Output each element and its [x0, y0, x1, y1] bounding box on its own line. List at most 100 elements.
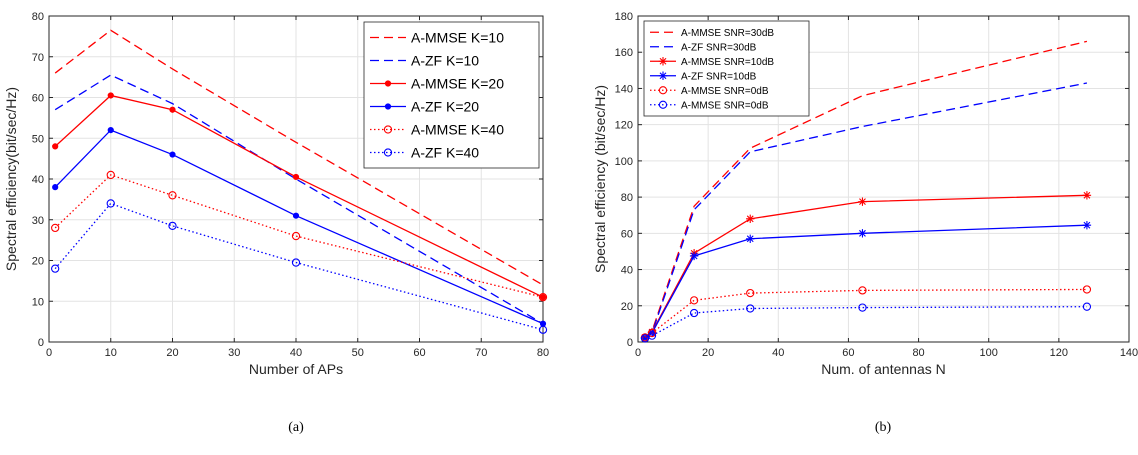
- x-tick-label: 40: [290, 347, 302, 359]
- y-tick-label: 70: [32, 52, 44, 64]
- legend-marker: [383, 148, 393, 157]
- series-5: [51, 170, 548, 302]
- x-tick-label: 60: [413, 347, 425, 359]
- y-tick-label: 60: [621, 228, 633, 240]
- legend-label: A-MMSE SNR=0dB: [681, 86, 769, 97]
- data-point: [858, 229, 867, 238]
- data-point: [52, 143, 59, 150]
- data-point: [292, 173, 300, 181]
- data-point: [539, 320, 547, 327]
- data-point: [1082, 191, 1092, 200]
- data-point: [858, 303, 867, 312]
- chart-a: 0 10 20 30 40 50 60 70 80 0 10 20 30 40 50 60 70 80 Number…: [3, 11, 549, 435]
- data-point: [640, 334, 650, 343]
- data-point: [538, 325, 548, 334]
- legend-marker: [384, 80, 392, 87]
- legend-marker: [658, 57, 668, 66]
- data-point: [51, 223, 60, 233]
- legend-label: A-ZF SNR=30dB: [681, 42, 757, 53]
- x-tick-label: 80: [912, 347, 924, 359]
- legend-label: A-MMSE K=10: [411, 30, 504, 46]
- y-tick-label: 40: [32, 174, 44, 186]
- series-6: [640, 302, 1092, 343]
- series-3: [52, 92, 547, 301]
- data-point: [858, 197, 867, 206]
- y-tick-label: 60: [32, 93, 44, 105]
- y-tick-label: 80: [621, 192, 633, 204]
- x-tick-label: 60: [842, 347, 854, 359]
- y-tick-label: 40: [621, 265, 633, 277]
- data-point: [51, 264, 60, 273]
- data-point: [168, 191, 177, 200]
- figure-caption: (a): [288, 420, 304, 435]
- x-tick-label: 20: [166, 347, 178, 359]
- y-tick-label: 50: [32, 133, 44, 145]
- y-tick-label: 10: [32, 296, 44, 308]
- data-point: [169, 106, 176, 113]
- x-tick-label: 0: [635, 347, 641, 359]
- series-6: [51, 199, 548, 334]
- data-point: [291, 258, 301, 267]
- legend-label: A-MMSE SNR=0dB: [681, 100, 769, 111]
- data-point: [647, 331, 657, 340]
- series-4: [640, 220, 1092, 343]
- data-point: [858, 286, 867, 295]
- series-line: [54, 202, 544, 331]
- x-axis-label: Num. of antennas N: [821, 361, 946, 377]
- data-point: [1082, 220, 1092, 230]
- data-point: [107, 127, 114, 134]
- figure-caption: (b): [875, 420, 892, 435]
- y-tick-label: 100: [615, 156, 633, 168]
- legend-label: A-ZF K=20: [411, 99, 479, 115]
- legend-label: A-ZF K=10: [411, 53, 479, 69]
- y-tick-label: 160: [615, 47, 633, 59]
- data-point: [291, 231, 301, 241]
- legend-label: A-MMSE SNR=10dB: [681, 57, 774, 68]
- y-tick-label: 30: [32, 215, 44, 227]
- y-tick-label: 80: [32, 11, 44, 23]
- x-tick-label: 20: [702, 347, 714, 359]
- axes-box: [637, 15, 1130, 343]
- data-point: [647, 328, 657, 338]
- x-axis-label: Number of APs: [249, 361, 343, 377]
- legend-label: A-ZF SNR=10dB: [681, 71, 757, 82]
- data-point: [292, 212, 300, 219]
- legend-marker: [658, 86, 668, 95]
- data-point: [539, 294, 547, 301]
- data-point: [746, 214, 755, 224]
- data-point: [746, 234, 755, 243]
- data-point: [106, 170, 115, 180]
- x-tick-label: 50: [352, 347, 364, 359]
- series-line: [54, 174, 544, 298]
- data-point: [746, 288, 755, 298]
- x-tick-label: 120: [1050, 347, 1068, 359]
- series-2: [54, 74, 544, 325]
- x-tick-label: 100: [980, 347, 998, 359]
- series-1: [54, 29, 544, 286]
- y-tick-label: 0: [38, 337, 44, 349]
- legend-label: A-MMSE K=20: [411, 76, 504, 92]
- data-point: [169, 151, 176, 158]
- y-tick-label: 20: [32, 256, 44, 268]
- y-tick-label: 120: [615, 120, 633, 132]
- x-tick-label: 140: [1120, 347, 1138, 359]
- legend-marker: [383, 125, 393, 134]
- legend-label: A-ZF K=40: [411, 145, 479, 161]
- x-tick-label: 30: [228, 347, 240, 359]
- data-point: [1082, 302, 1092, 311]
- series-line: [54, 29, 544, 286]
- data-point: [538, 293, 548, 302]
- x-tick-label: 80: [537, 347, 549, 359]
- data-point: [52, 184, 59, 191]
- legend-label: A-MMSE SNR=30dB: [681, 28, 774, 39]
- x-tick-label: 40: [772, 347, 784, 359]
- data-point: [1082, 285, 1092, 294]
- legend-marker: [658, 100, 668, 109]
- data-point: [168, 221, 177, 231]
- data-point: [689, 296, 699, 305]
- legend-label: A-MMSE K=40: [411, 122, 504, 138]
- data-point: [689, 308, 699, 318]
- data-point: [689, 251, 699, 261]
- y-tick-label: 0: [627, 337, 633, 349]
- y-axis-label: Spectral efficiency (bit/sec/Hz): [592, 85, 608, 273]
